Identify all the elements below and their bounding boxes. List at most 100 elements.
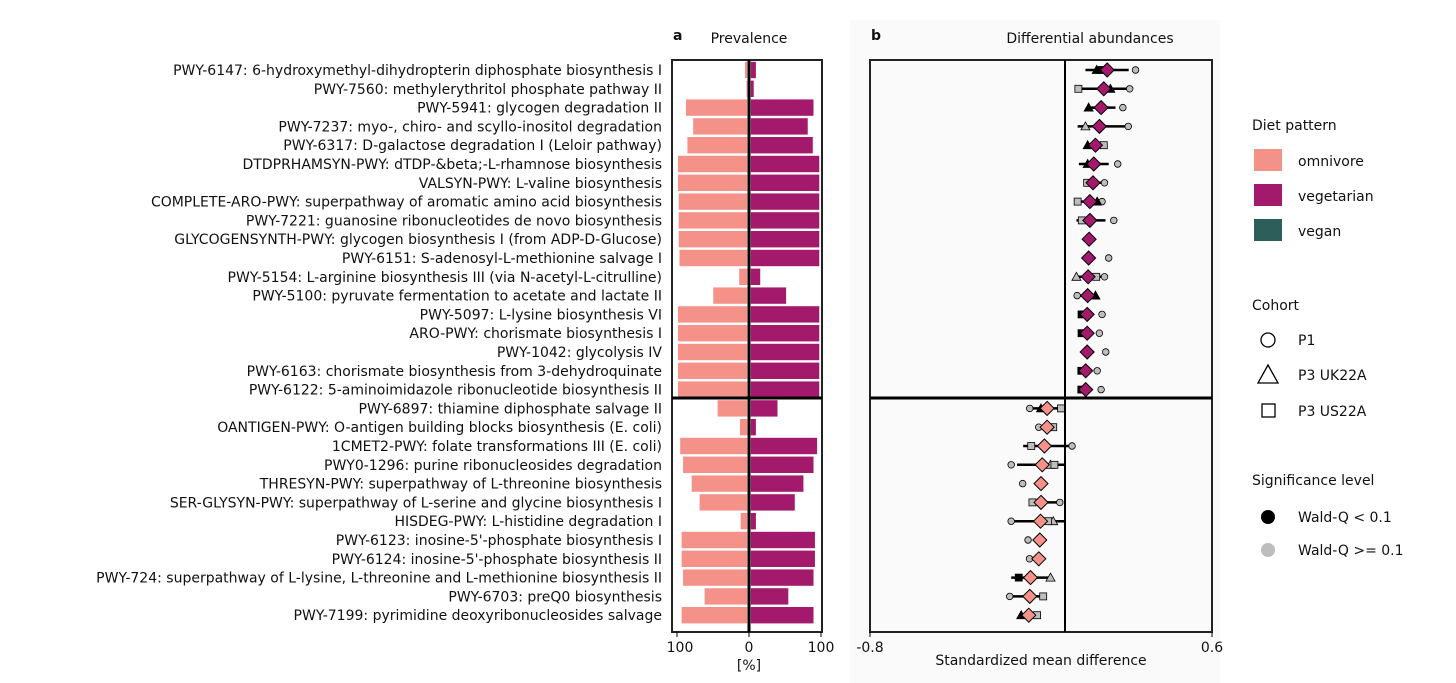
panel-a-tick-label: 100 xyxy=(808,640,835,656)
bar-omnivore xyxy=(677,174,748,192)
point-p1 xyxy=(1125,85,1134,93)
bar-omnivore xyxy=(681,549,748,568)
row-label: HISDEG-PWY: L-histidine degradation I xyxy=(394,514,662,530)
smd-diamond xyxy=(1022,588,1038,605)
bar-omnivore xyxy=(677,343,748,361)
bar-vegetarian xyxy=(750,211,820,230)
legend-cohort-title: Cohort xyxy=(1252,298,1300,314)
panel-b-letter: b xyxy=(871,28,881,44)
smd-diamond xyxy=(1031,551,1047,567)
bar-omnivore xyxy=(685,98,748,117)
smd-diamond xyxy=(1079,306,1095,323)
smd-diamond xyxy=(1096,81,1112,97)
point-p1 xyxy=(1056,498,1064,507)
smd-diamond xyxy=(1034,457,1050,473)
row-label: PWY-6897: thiamine diphosphate salvage I… xyxy=(359,401,662,417)
smd-diamond xyxy=(1085,175,1101,191)
point-p3-uk22a xyxy=(1080,121,1091,131)
row-label: PWY-6317: D-galactose degradation I (Lel… xyxy=(283,138,662,154)
point-p1 xyxy=(1095,329,1104,337)
smd-diamond xyxy=(1080,250,1097,266)
bar-vegetarian xyxy=(750,98,815,117)
bar-vegetarian xyxy=(750,455,815,474)
point-p3-us22a xyxy=(1014,573,1023,582)
bar-vegetarian xyxy=(750,399,779,418)
bar-omnivore xyxy=(677,324,748,343)
legend-label-p3-us22a: P3 US22A xyxy=(1298,404,1367,420)
bar-omnivore xyxy=(679,437,748,455)
smd-diamond xyxy=(1032,513,1049,529)
panel-b-frame xyxy=(869,59,1213,633)
row-label: PWY-5154: L-arginine biosynthesis III (v… xyxy=(228,270,662,286)
panel-b-title: Differential abundances xyxy=(1006,31,1173,47)
bar-omnivore xyxy=(744,61,748,79)
row-label: OANTIGEN-PWY: O-antigen building blocks … xyxy=(217,420,662,436)
row-labels: PWY-6147: 6-hydroxymethyl-dihydropterin … xyxy=(96,63,662,624)
point-p1 xyxy=(1097,385,1105,394)
differential-points xyxy=(1006,62,1140,623)
row-label: PWY-7221: guanosine ribonucleotides de n… xyxy=(246,213,662,229)
bar-omnivore xyxy=(682,455,748,474)
point-p1 xyxy=(1093,367,1101,375)
row-label: VALSYN-PWY: L-valine biosynthesis xyxy=(419,176,662,192)
row-label: THRESYN-PWY: superpathway of L-threonine… xyxy=(259,477,662,493)
row-label: PWY-5097: L-lysine biosynthesis VI xyxy=(420,307,662,323)
legend-swatch-vegan xyxy=(1254,219,1282,241)
smd-diamond xyxy=(1039,400,1055,417)
bar-vegetarian xyxy=(750,80,755,98)
smd-diamond xyxy=(1087,137,1104,153)
row-label: DTDPRHAMSYN-PWY: dTDP-&beta;-L-rhamnose … xyxy=(243,157,662,173)
bar-omnivore xyxy=(745,80,748,98)
point-p1 xyxy=(1100,179,1109,187)
row-label: PWY-6147: 6-hydroxymethyl-dihydropterin … xyxy=(173,63,662,79)
bar-vegetarian xyxy=(750,155,820,173)
bar-vegetarian xyxy=(750,606,815,625)
legend-label-p3-uk22a: P3 UK22A xyxy=(1298,368,1367,384)
point-p3-us22a xyxy=(1073,197,1082,206)
panel-a-frame xyxy=(671,59,823,633)
point-p3-us22a xyxy=(1057,404,1065,413)
bar-vegetarian xyxy=(750,249,820,267)
bar-vegetarian xyxy=(750,587,789,606)
row-label: PWY-6123: inosine-5'-phosphate biosynthe… xyxy=(336,533,662,549)
bar-omnivore xyxy=(704,587,748,606)
panel-b-x-label: Standardized mean difference xyxy=(935,653,1146,669)
bar-omnivore xyxy=(681,606,748,625)
point-p1 xyxy=(1119,103,1127,112)
bar-omnivore xyxy=(712,286,748,305)
point-p1 xyxy=(1104,254,1113,262)
bar-omnivore xyxy=(739,418,748,437)
smd-diamond xyxy=(1080,269,1096,285)
smd-diamond xyxy=(1093,99,1109,116)
smd-diamond xyxy=(1082,193,1098,210)
point-p1 xyxy=(1114,160,1122,168)
point-p3-uk22a xyxy=(1083,102,1094,112)
point-p1 xyxy=(1068,442,1076,450)
point-p1 xyxy=(1100,273,1109,281)
smd-diamond xyxy=(1079,325,1095,341)
row-label: PWY-724: superpathway of L-lysine, L-thr… xyxy=(96,571,662,587)
row-label: COMPLETE-ARO-PWY: superpathway of aromat… xyxy=(151,195,662,211)
bar-omnivore xyxy=(740,512,748,531)
row-label: PWY-6124: inosine-5'-phosphate biosynthe… xyxy=(332,552,662,568)
bar-vegetarian xyxy=(750,361,820,380)
smd-diamond xyxy=(1033,475,1049,492)
smd-diamond xyxy=(1079,344,1095,360)
legend-label-omnivore: omnivore xyxy=(1298,154,1364,170)
smd-diamond xyxy=(1091,118,1108,135)
legend-significant-dot xyxy=(1261,510,1275,524)
panel-b-tick-label: -0.8 xyxy=(856,640,883,656)
panel-a-letter: a xyxy=(673,28,682,44)
point-p1 xyxy=(1124,122,1132,131)
bar-vegetarian xyxy=(750,136,814,154)
row-label: 1CMET2-PWY: folate transformations III (… xyxy=(332,439,662,455)
bar-vegetarian xyxy=(750,568,815,587)
smd-diamond xyxy=(1099,62,1115,78)
panel-a-x-label: [%] xyxy=(737,658,761,674)
bar-vegetarian xyxy=(750,192,820,211)
bar-vegetarian xyxy=(750,380,820,399)
bar-omnivore xyxy=(686,136,748,154)
smd-diamond xyxy=(1032,532,1048,548)
panel-b-tick-label: 0.6 xyxy=(1201,640,1223,656)
smd-diamond xyxy=(1033,494,1049,511)
